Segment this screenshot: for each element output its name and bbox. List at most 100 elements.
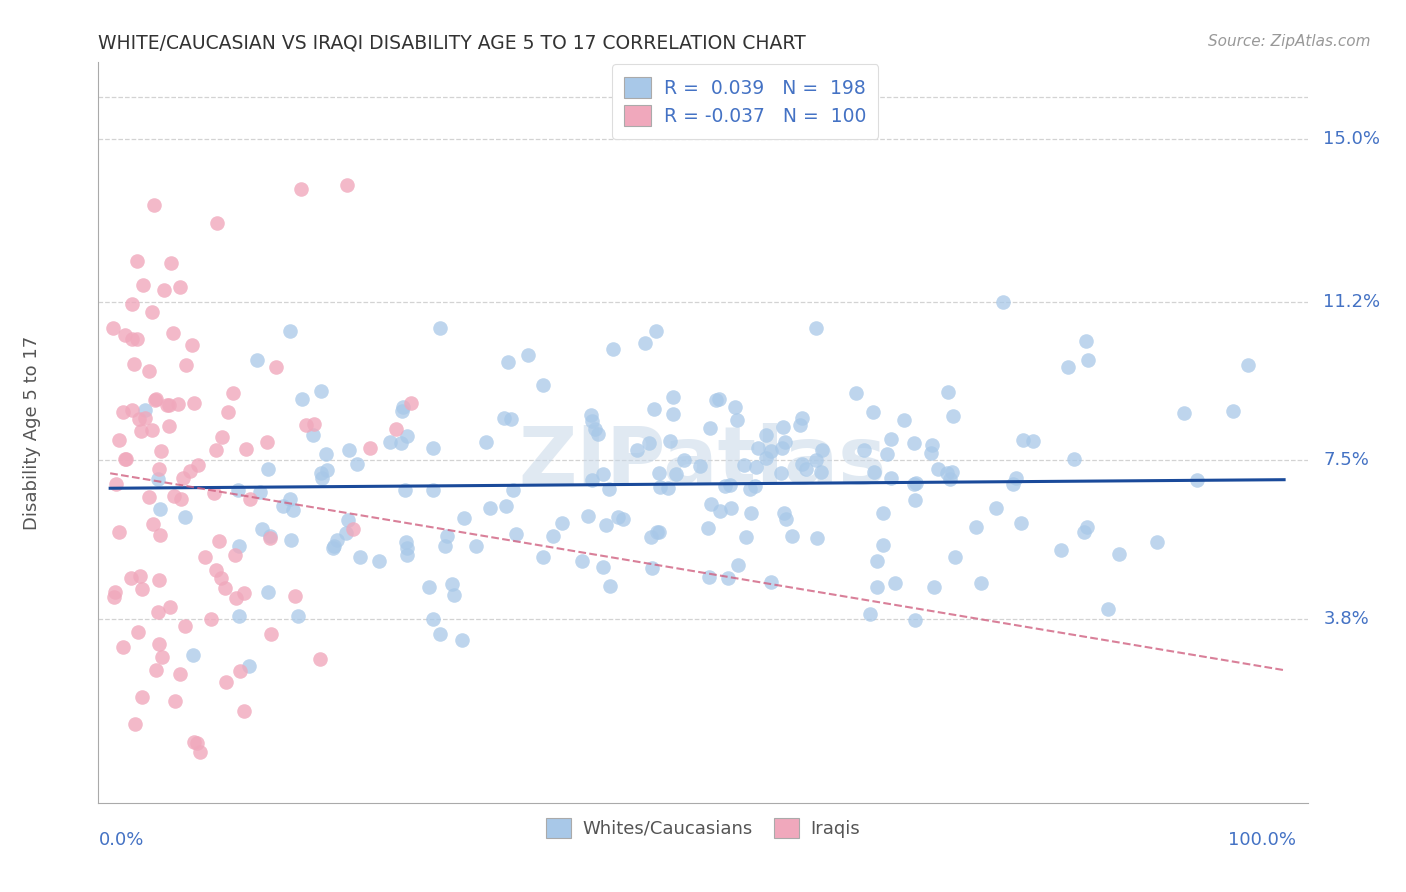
Point <box>121 297 143 311</box>
Point <box>1146 535 1168 549</box>
Point <box>208 533 231 548</box>
Point <box>141 304 163 318</box>
Point <box>302 417 325 431</box>
Point <box>872 538 894 552</box>
Point <box>264 360 287 375</box>
Point <box>453 510 475 524</box>
Point <box>592 467 614 481</box>
Point <box>754 450 776 465</box>
Point <box>205 563 228 577</box>
Point <box>790 411 813 425</box>
Point <box>225 591 247 605</box>
Point <box>309 384 332 398</box>
Point <box>259 529 281 543</box>
Text: 100.0%: 100.0% <box>1227 831 1296 849</box>
Point <box>112 640 135 654</box>
Point <box>148 472 170 486</box>
Point <box>640 531 662 545</box>
Point <box>205 216 228 230</box>
Point <box>114 451 136 466</box>
Point <box>422 612 444 626</box>
Text: 7.5%: 7.5% <box>1323 451 1369 469</box>
Point <box>531 549 554 564</box>
Point <box>662 407 685 421</box>
Point <box>626 443 648 458</box>
Point <box>359 441 381 455</box>
Point <box>759 444 782 458</box>
Point <box>495 499 517 513</box>
Point <box>700 497 723 511</box>
Point <box>1057 359 1080 374</box>
Point <box>337 443 360 458</box>
Point <box>215 674 238 689</box>
Point <box>157 398 180 412</box>
Point <box>150 650 173 665</box>
Point <box>271 499 294 513</box>
Point <box>806 531 828 545</box>
Point <box>194 550 217 565</box>
Point <box>391 400 413 414</box>
Point <box>866 580 889 594</box>
Point <box>170 491 193 506</box>
Point <box>163 694 186 708</box>
Point <box>103 590 125 604</box>
Point <box>228 539 250 553</box>
Point <box>1187 474 1209 488</box>
Text: 3.8%: 3.8% <box>1323 610 1369 628</box>
Point <box>222 385 245 400</box>
Point <box>586 426 609 441</box>
Point <box>335 526 357 541</box>
Point <box>226 483 249 497</box>
Point <box>1004 471 1026 485</box>
Point <box>323 539 346 553</box>
Point <box>238 658 260 673</box>
Point <box>706 393 728 408</box>
Point <box>235 442 257 457</box>
Point <box>866 554 889 568</box>
Point <box>634 335 657 350</box>
Point <box>492 411 515 425</box>
Point <box>149 528 172 542</box>
Point <box>1022 434 1045 448</box>
Point <box>183 735 205 749</box>
Point <box>259 531 281 545</box>
Point <box>571 554 593 568</box>
Point <box>697 521 720 535</box>
Point <box>451 633 474 648</box>
Point <box>153 284 176 298</box>
Text: Disability Age 5 to 17: Disability Age 5 to 17 <box>22 335 41 530</box>
Point <box>396 548 419 562</box>
Point <box>904 493 927 508</box>
Point <box>792 457 814 471</box>
Point <box>755 427 778 442</box>
Point <box>772 420 794 434</box>
Point <box>810 465 832 479</box>
Point <box>232 704 254 718</box>
Point <box>921 438 943 452</box>
Point <box>148 637 170 651</box>
Point <box>131 424 153 438</box>
Point <box>965 520 987 534</box>
Point <box>1173 406 1195 420</box>
Point <box>169 666 191 681</box>
Point <box>769 466 792 480</box>
Point <box>280 324 302 338</box>
Point <box>595 518 617 533</box>
Point <box>502 483 524 497</box>
Point <box>794 462 817 476</box>
Point <box>1076 519 1098 533</box>
Point <box>640 561 662 575</box>
Point <box>295 418 318 433</box>
Point <box>138 490 160 504</box>
Point <box>249 485 271 500</box>
Point <box>583 422 606 436</box>
Point <box>150 443 173 458</box>
Point <box>658 434 681 449</box>
Point <box>127 625 149 640</box>
Point <box>579 408 602 422</box>
Point <box>346 458 368 472</box>
Point <box>744 460 766 475</box>
Point <box>209 571 232 585</box>
Point <box>260 627 283 641</box>
Point <box>479 501 502 516</box>
